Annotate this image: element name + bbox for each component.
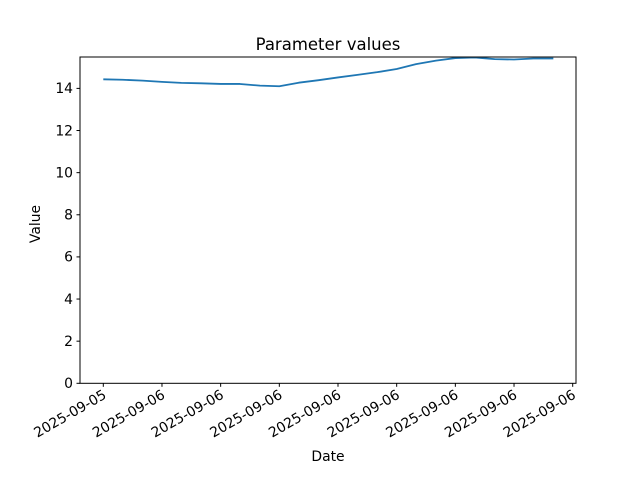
y-tick-label: 14	[55, 81, 73, 97]
y-tick-label: 10	[55, 165, 73, 181]
x-axis-label: Date	[311, 449, 344, 465]
y-axis-ticks: 0 2 4 6 8 10 12 14	[55, 81, 80, 392]
y-tick-label: 2	[64, 334, 73, 350]
y-tick-label: 4	[64, 292, 73, 308]
y-tick-label: 8	[64, 208, 73, 224]
plot-area-spines	[79, 56, 577, 384]
y-tick-label: 6	[64, 250, 73, 266]
chart-title: Parameter values	[256, 35, 401, 54]
y-tick-label: 0	[64, 376, 73, 392]
y-tick-label: 12	[55, 123, 73, 139]
y-axis-label: Value	[28, 205, 44, 243]
series-line	[103, 56, 554, 88]
